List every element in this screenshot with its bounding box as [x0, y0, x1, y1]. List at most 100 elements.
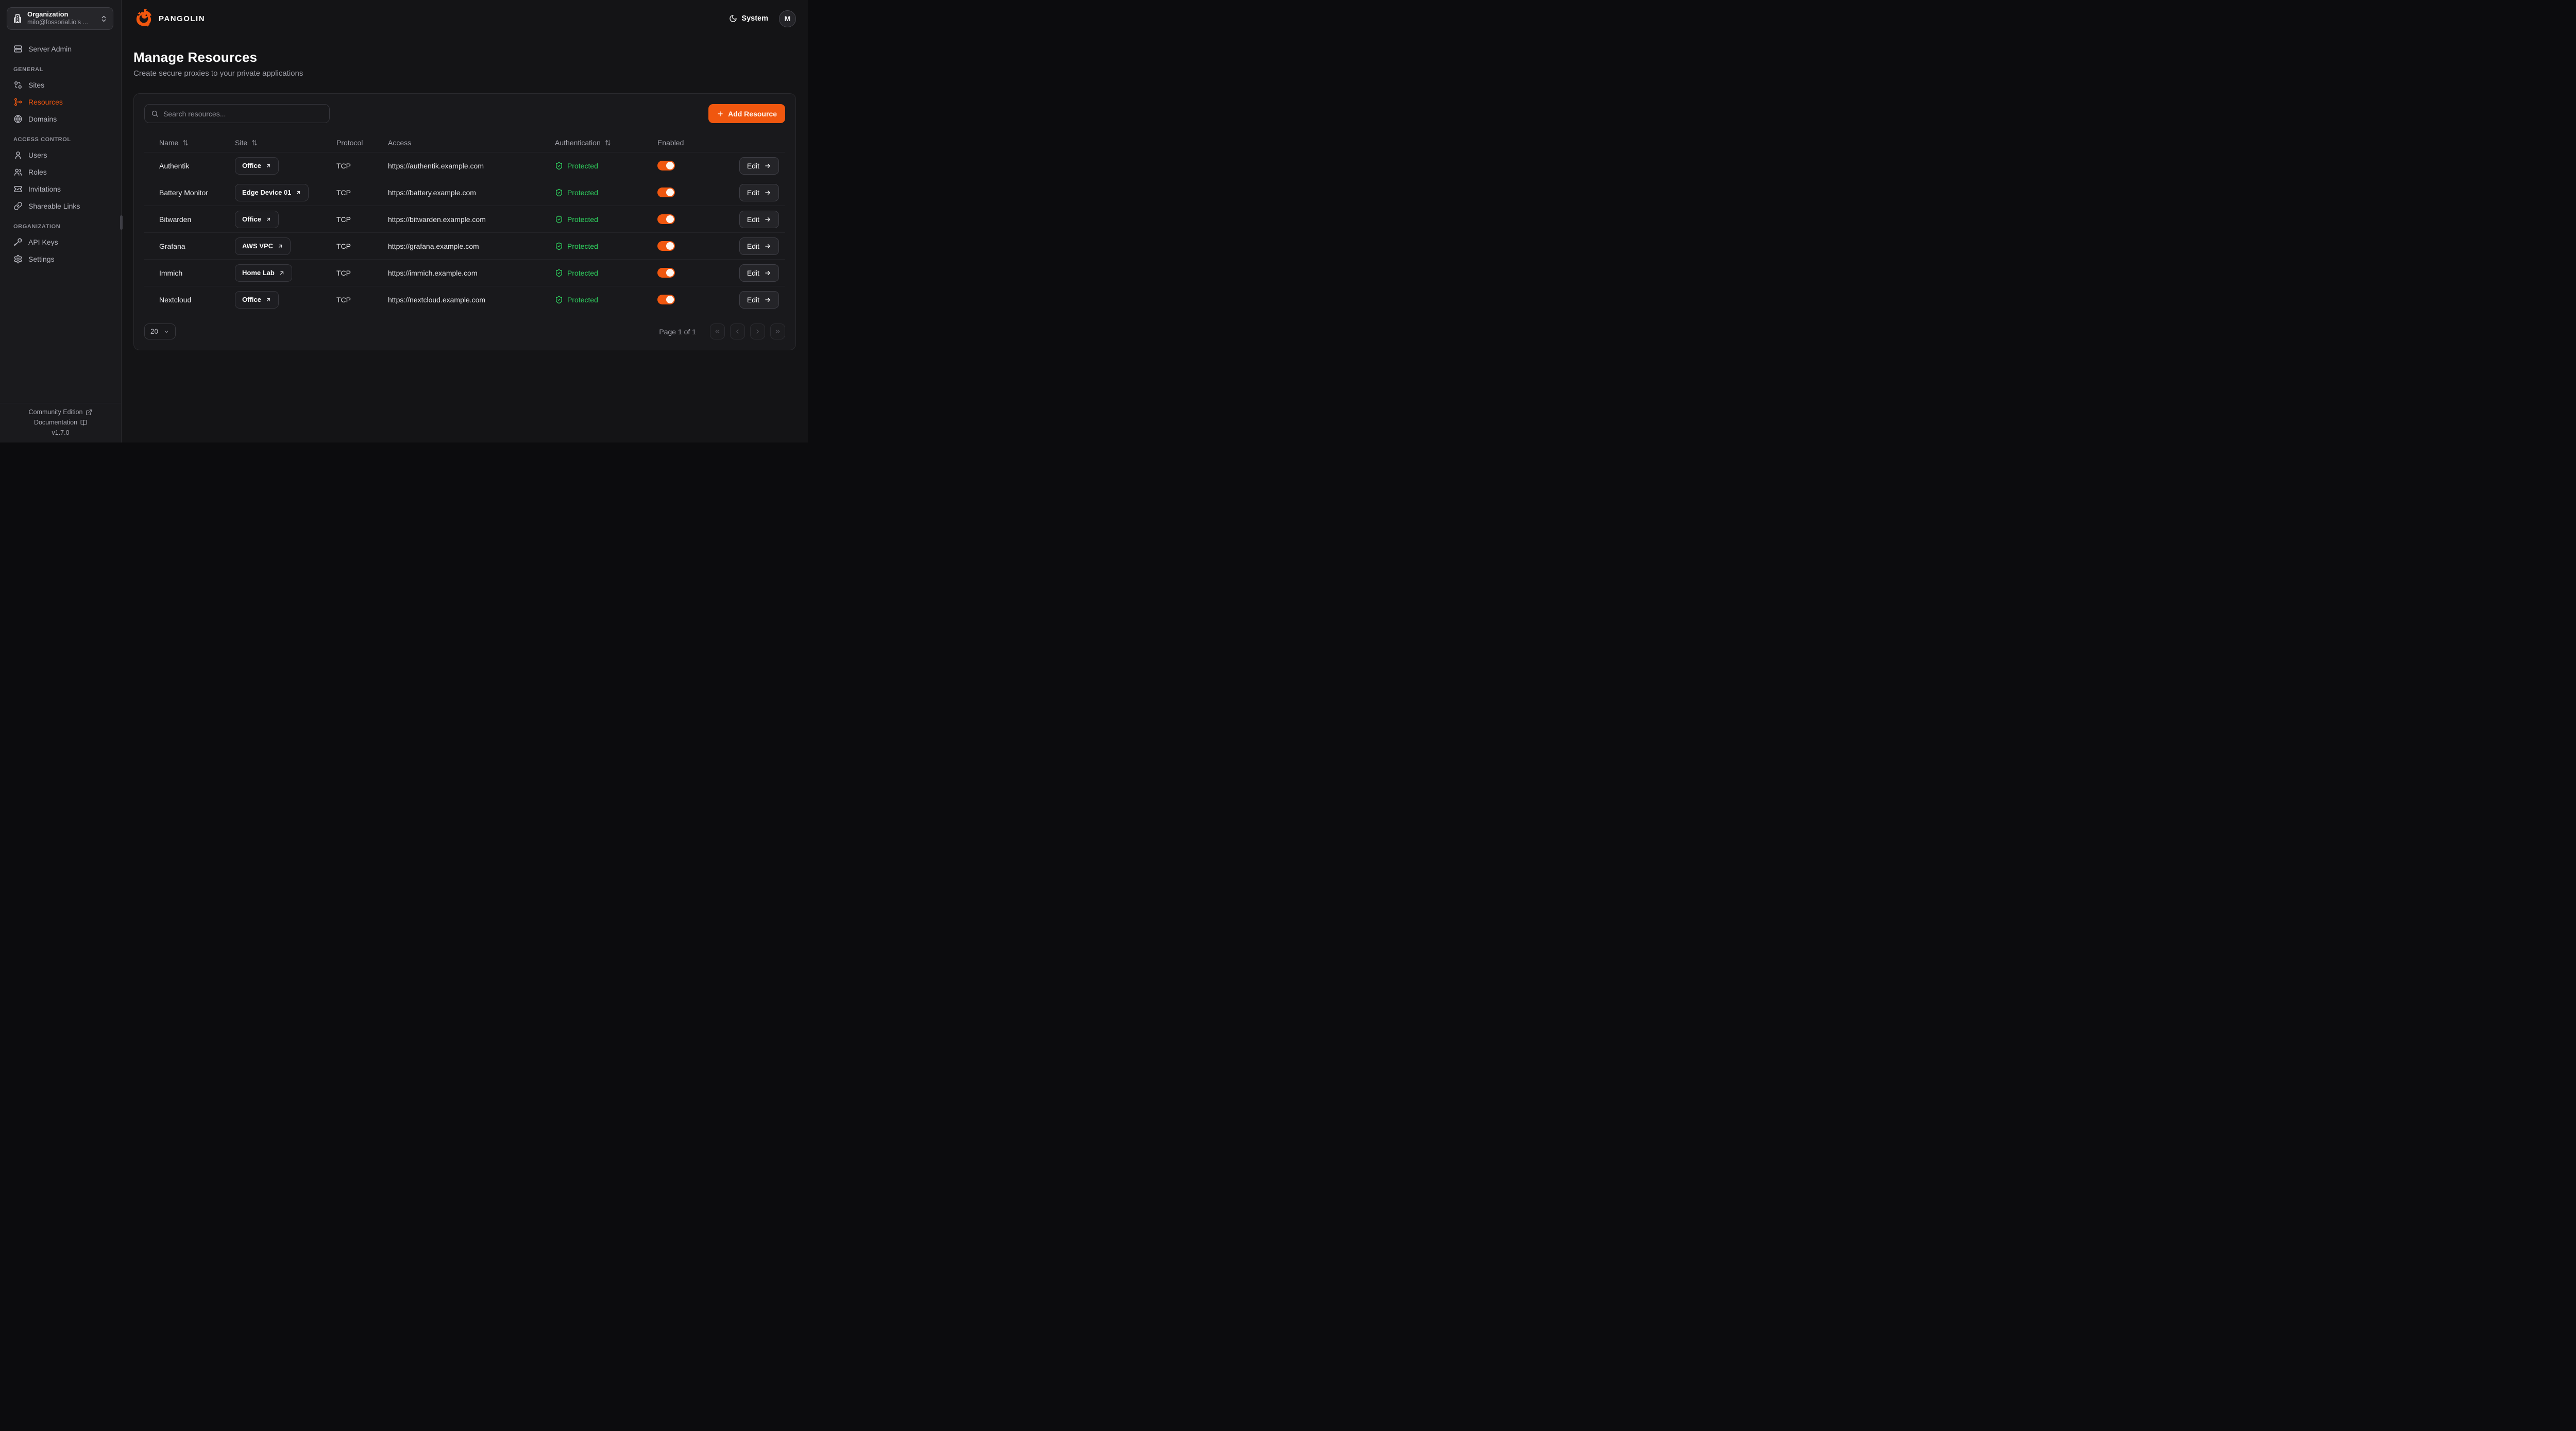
arrow-up-right-icon	[277, 243, 283, 249]
arrow-right-icon	[764, 269, 771, 277]
resource-name: Battery Monitor	[159, 188, 208, 197]
column-header-authentication[interactable]: Authentication	[555, 139, 657, 147]
next-page-button[interactable]	[750, 323, 765, 339]
search-input[interactable]	[163, 109, 323, 118]
table-row: Bitwarden Office TCP https://bitwarden.e…	[144, 206, 785, 232]
nav-section-organization: ORGANIZATION	[13, 224, 61, 230]
arrow-up-right-icon	[265, 216, 272, 223]
chevron-down-icon	[163, 329, 170, 335]
external-link-icon	[86, 409, 92, 416]
row-menu-button[interactable]	[726, 298, 731, 302]
enabled-toggle[interactable]	[657, 188, 675, 197]
last-page-button[interactable]	[770, 323, 785, 339]
enabled-toggle[interactable]	[657, 161, 675, 171]
enabled-toggle[interactable]	[657, 241, 675, 251]
arrow-up-right-icon	[295, 190, 301, 196]
site-link-button[interactable]: Office	[235, 291, 279, 309]
topbar: PANGOLIN System M	[122, 0, 808, 37]
nav-section-access-control: ACCESS CONTROL	[13, 137, 71, 143]
org-selector[interactable]: Organization milo@fossorial.io's ...	[7, 7, 113, 30]
sort-icon[interactable]	[182, 139, 189, 146]
sidebar-item-domains[interactable]: Domains	[8, 111, 113, 127]
enabled-toggle[interactable]	[657, 214, 675, 224]
chevron-left-icon	[734, 328, 741, 335]
edit-button[interactable]: Edit	[739, 183, 779, 201]
sidebar-item-invitations[interactable]: Invitations	[8, 181, 113, 197]
sidebar: Organization milo@fossorial.io's ... Ser…	[0, 0, 123, 442]
brand[interactable]: PANGOLIN	[133, 8, 205, 29]
protocol: TCP	[336, 295, 351, 304]
row-menu-button[interactable]	[726, 244, 731, 248]
sidebar-item-users[interactable]: Users	[8, 147, 113, 163]
table-row: Battery Monitor Edge Device 01 TCP https…	[144, 179, 785, 206]
community-edition-link[interactable]: Community Edition	[29, 408, 93, 416]
page-info: Page 1 of 1	[659, 327, 696, 336]
brand-name: PANGOLIN	[159, 14, 206, 23]
edit-button[interactable]: Edit	[739, 157, 779, 175]
table-row: Authentik Office TCP https://authentik.e…	[144, 152, 785, 179]
column-header-site[interactable]: Site	[235, 139, 336, 147]
chevrons-left-icon	[714, 328, 721, 335]
sidebar-item-shareable-links[interactable]: Shareable Links	[8, 198, 113, 214]
table-row: Grafana AWS VPC TCP https://grafana.exam…	[144, 232, 785, 259]
edit-button[interactable]: Edit	[739, 291, 779, 309]
shield-check-icon	[555, 189, 563, 197]
shield-check-icon	[555, 162, 563, 170]
add-resource-button[interactable]: Add Resource	[708, 104, 785, 123]
prev-page-button[interactable]	[730, 323, 745, 339]
site-link-button[interactable]: Edge Device 01	[235, 183, 309, 201]
enabled-toggle[interactable]	[657, 295, 675, 304]
resource-name: Authentik	[159, 161, 190, 170]
table-body: Authentik Office TCP https://authentik.e…	[144, 152, 785, 313]
row-menu-button[interactable]	[726, 164, 731, 168]
edit-button[interactable]: Edit	[739, 210, 779, 228]
site-link-button[interactable]: Office	[235, 210, 279, 228]
column-header-enabled: Enabled	[657, 139, 684, 147]
site-link-button[interactable]: Home Lab	[235, 264, 292, 282]
sidebar-item-label: Invitations	[28, 185, 61, 193]
row-menu-button[interactable]	[726, 217, 731, 222]
sidebar-item-settings[interactable]: Settings	[8, 251, 113, 267]
site-link-button[interactable]: AWS VPC	[235, 237, 291, 255]
sidebar-nav: Server Admin GENERAL Sites Resources Do	[0, 30, 121, 268]
column-header-access: Access	[388, 139, 412, 147]
documentation-link[interactable]: Documentation	[34, 419, 87, 426]
sidebar-item-label: Settings	[28, 255, 55, 263]
sort-icon[interactable]	[251, 139, 258, 146]
page-size-select[interactable]: 20	[144, 323, 176, 339]
table-header: Name Site Protocol Access	[144, 133, 785, 152]
row-menu-button[interactable]	[726, 271, 731, 275]
main-area: PANGOLIN System M Manage Resources Creat…	[122, 0, 808, 442]
resources-card: Add Resource Name Site Protocol	[133, 93, 796, 350]
auth-status: Protected	[567, 161, 598, 170]
sidebar-item-server-admin[interactable]: Server Admin	[8, 41, 113, 57]
edit-button[interactable]: Edit	[739, 237, 779, 255]
theme-toggle[interactable]: System	[729, 14, 768, 23]
waypoints-icon	[13, 80, 23, 90]
site-name: Office	[242, 296, 261, 303]
site-name: Office	[242, 162, 261, 169]
page-subtitle: Create secure proxies to your private ap…	[133, 69, 303, 78]
sort-icon[interactable]	[604, 139, 612, 146]
access-url: https://bitwarden.example.com	[388, 215, 486, 224]
sidebar-item-roles[interactable]: Roles	[8, 164, 113, 180]
sidebar-item-label: Sites	[28, 81, 45, 89]
row-menu-button[interactable]	[726, 191, 731, 195]
arrow-right-icon	[764, 189, 771, 196]
site-link-button[interactable]: Office	[235, 157, 279, 175]
sidebar-item-api-keys[interactable]: API Keys	[8, 234, 113, 250]
shield-check-icon	[555, 242, 563, 250]
avatar[interactable]: M	[779, 10, 796, 27]
arrow-up-right-icon	[265, 163, 272, 169]
enabled-toggle[interactable]	[657, 268, 675, 278]
column-header-name[interactable]: Name	[159, 139, 235, 147]
arrow-right-icon	[764, 296, 771, 303]
auth-status: Protected	[567, 188, 598, 197]
sidebar-item-resources[interactable]: Resources	[8, 94, 113, 110]
sidebar-item-sites[interactable]: Sites	[8, 77, 113, 93]
first-page-button[interactable]	[710, 323, 725, 339]
card-footer: 20 Page 1 of 1	[144, 323, 785, 339]
sidebar-resize-handle[interactable]	[120, 215, 123, 230]
edit-button[interactable]: Edit	[739, 264, 779, 282]
shield-check-icon	[555, 269, 563, 277]
